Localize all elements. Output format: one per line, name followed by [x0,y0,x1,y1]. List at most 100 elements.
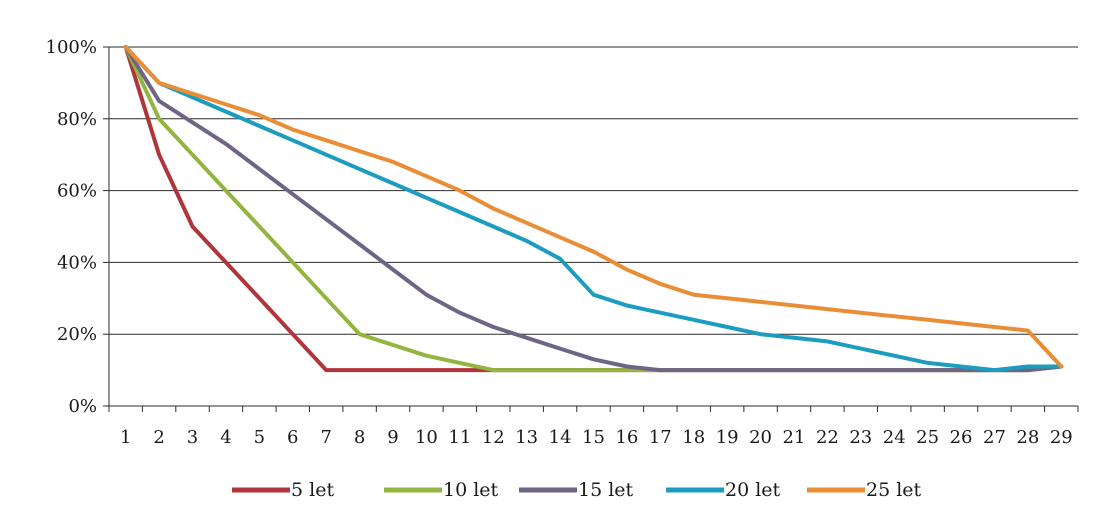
data-point [324,217,328,221]
x-tick-label: 16 [615,427,638,448]
legend-item: 25 let [807,479,922,501]
data-point [391,343,395,347]
data-point [926,361,930,365]
data-point [257,167,261,171]
data-point [491,207,495,211]
data-point [157,99,161,103]
data-point [424,196,428,200]
data-point [191,153,195,157]
data-point [324,296,328,300]
data-point [759,300,763,304]
data-point [926,368,930,372]
data-point [759,332,763,336]
legend-label: 20 let [725,479,781,501]
data-point [358,242,362,246]
data-point [257,113,261,117]
data-point [658,368,662,372]
data-point [592,357,596,361]
x-tick-label: 15 [582,427,605,448]
data-point [224,102,228,106]
data-point [358,332,362,336]
data-point [491,325,495,329]
data-point [224,189,228,193]
y-tick-label: 40% [57,252,97,273]
x-tick-label: 8 [354,427,365,448]
data-point [792,336,796,340]
x-tick-label: 25 [916,427,939,448]
data-point [792,368,796,372]
x-tick-label: 22 [816,427,839,448]
x-tick-label: 23 [849,427,872,448]
data-point [157,81,161,85]
data-point [257,124,261,128]
axes: 0%20%40%60%80%100%1 2 3 4 5 6 7 8 9 10 11 12 13 14 15 1… [46,37,1079,448]
data-point [525,336,529,340]
data-point [859,368,863,372]
data-point [825,339,829,343]
series-line-2 [123,45,1064,373]
x-tick-label: 3 [187,427,198,448]
data-point [859,347,863,351]
data-point [625,303,629,307]
data-point [157,117,161,121]
data-point [959,365,963,369]
data-point [959,321,963,325]
data-point [725,325,729,329]
data-point [124,45,128,49]
series-line-1 [123,45,1064,373]
data-point [324,368,328,372]
data-point [692,368,696,372]
legend-label: 15 let [578,479,634,501]
x-tick-label: 17 [649,427,672,448]
legend-item: 5 let [232,479,334,501]
data-point [191,225,195,229]
x-tick-label: 13 [515,427,538,448]
data-point [959,368,963,372]
data-point [692,293,696,297]
data-point [625,268,629,272]
y-tick-label: 20% [57,324,97,345]
data-point [825,368,829,372]
series-lines [123,45,1064,373]
x-tick-label: 2 [153,427,164,448]
x-tick-label: 26 [950,427,973,448]
data-point [825,307,829,311]
y-tick-label: 100% [46,37,97,58]
data-point [725,296,729,300]
data-point [224,110,228,114]
data-point [926,318,930,322]
data-point [291,192,295,196]
legend-item: 15 let [519,479,634,501]
data-point [892,354,896,358]
data-point [759,368,763,372]
data-point [592,293,596,297]
data-point [224,142,228,146]
data-point [491,368,495,372]
x-tick-label: 20 [749,427,772,448]
data-point [525,239,529,243]
y-tick-label: 80% [57,109,97,130]
legend-label: 25 let [866,479,922,501]
data-point [358,368,362,372]
legend-label: 5 let [291,479,334,501]
data-point [257,296,261,300]
series-line-5 [123,45,1064,369]
data-point [491,225,495,229]
data-point [625,368,629,372]
data-point [424,368,428,372]
data-point [424,354,428,358]
x-tick-label: 11 [448,427,471,448]
data-point [558,235,562,239]
data-point [1026,329,1030,333]
data-point [525,368,529,372]
data-point [424,174,428,178]
data-point [191,120,195,124]
data-point [391,268,395,272]
series-line-4 [123,45,1064,373]
x-tick-label: 21 [783,427,806,448]
x-tick-label: 9 [387,427,398,448]
data-point [458,311,462,315]
data-point [257,225,261,229]
data-point [1059,365,1063,369]
